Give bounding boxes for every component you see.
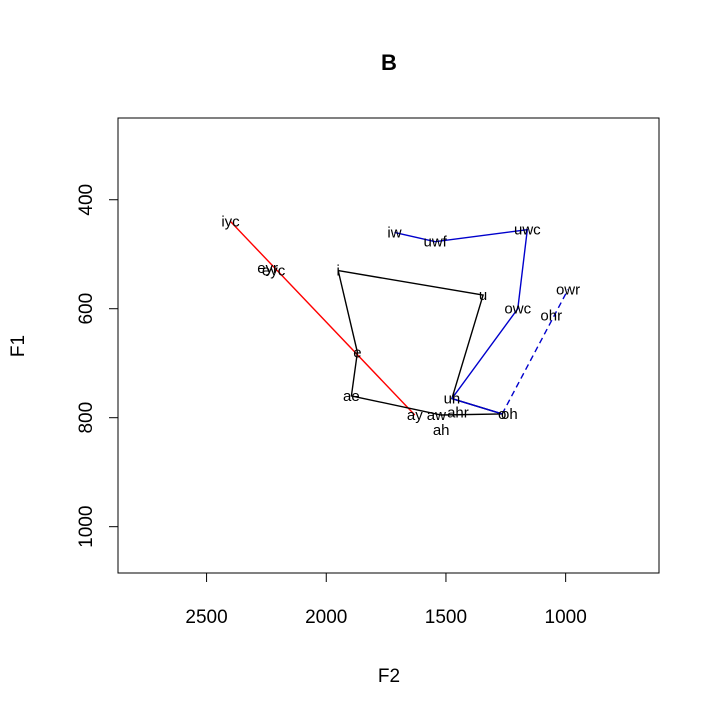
series-line-4	[501, 289, 569, 415]
point-label-iw: iw	[387, 224, 401, 241]
x-axis-label: F2	[378, 666, 400, 687]
series-layer	[229, 221, 569, 416]
x-axis: 2500 2000 1500 1000	[185, 572, 587, 628]
point-label-u: u	[479, 287, 487, 304]
x-tick-label: 2500	[185, 607, 227, 628]
y-tick-label: 1000	[76, 506, 97, 548]
point-label-aw: aw	[427, 407, 446, 424]
series-line-0	[229, 221, 416, 416]
point-label-uwc: uwc	[514, 222, 541, 239]
point-label-i: i	[337, 263, 340, 280]
point-label-iyc: iyc	[221, 214, 240, 231]
series-line-2	[394, 228, 529, 400]
point-label-uwf: uwf	[424, 234, 448, 251]
point-label-e: e	[353, 344, 361, 361]
point-label-ahr: ahr	[447, 404, 469, 421]
y-tick-label: 600	[76, 293, 97, 325]
point-label-ah: ah	[433, 422, 450, 439]
x-tick-label: 2000	[305, 607, 347, 628]
chart-title: B	[381, 50, 397, 75]
point-label-oh: oh	[501, 406, 518, 423]
y-axis: 400 600 800 1000	[76, 184, 119, 548]
series-line-1	[337, 269, 503, 416]
y-tick-label: 800	[76, 402, 97, 434]
y-axis-label: F1	[8, 335, 29, 357]
point-label-owr: owr	[556, 282, 580, 299]
plot-frame	[117, 117, 660, 574]
y-tick-label: 400	[76, 184, 97, 216]
point-label-ae: ae	[343, 388, 360, 405]
point-label-eyr: eyr	[257, 260, 278, 277]
series-line-3	[451, 397, 503, 415]
point-label-o: o	[498, 406, 506, 423]
x-tick-label: 1000	[545, 607, 587, 628]
point-label-owc: owc	[504, 301, 531, 318]
x-tick-label: 1500	[425, 607, 467, 628]
point-label-uh: uh	[444, 391, 461, 408]
point-label-ay: ay	[407, 407, 423, 424]
point-label-ohr: ohr	[540, 307, 562, 324]
point-label-eyc: eyc	[262, 263, 286, 280]
